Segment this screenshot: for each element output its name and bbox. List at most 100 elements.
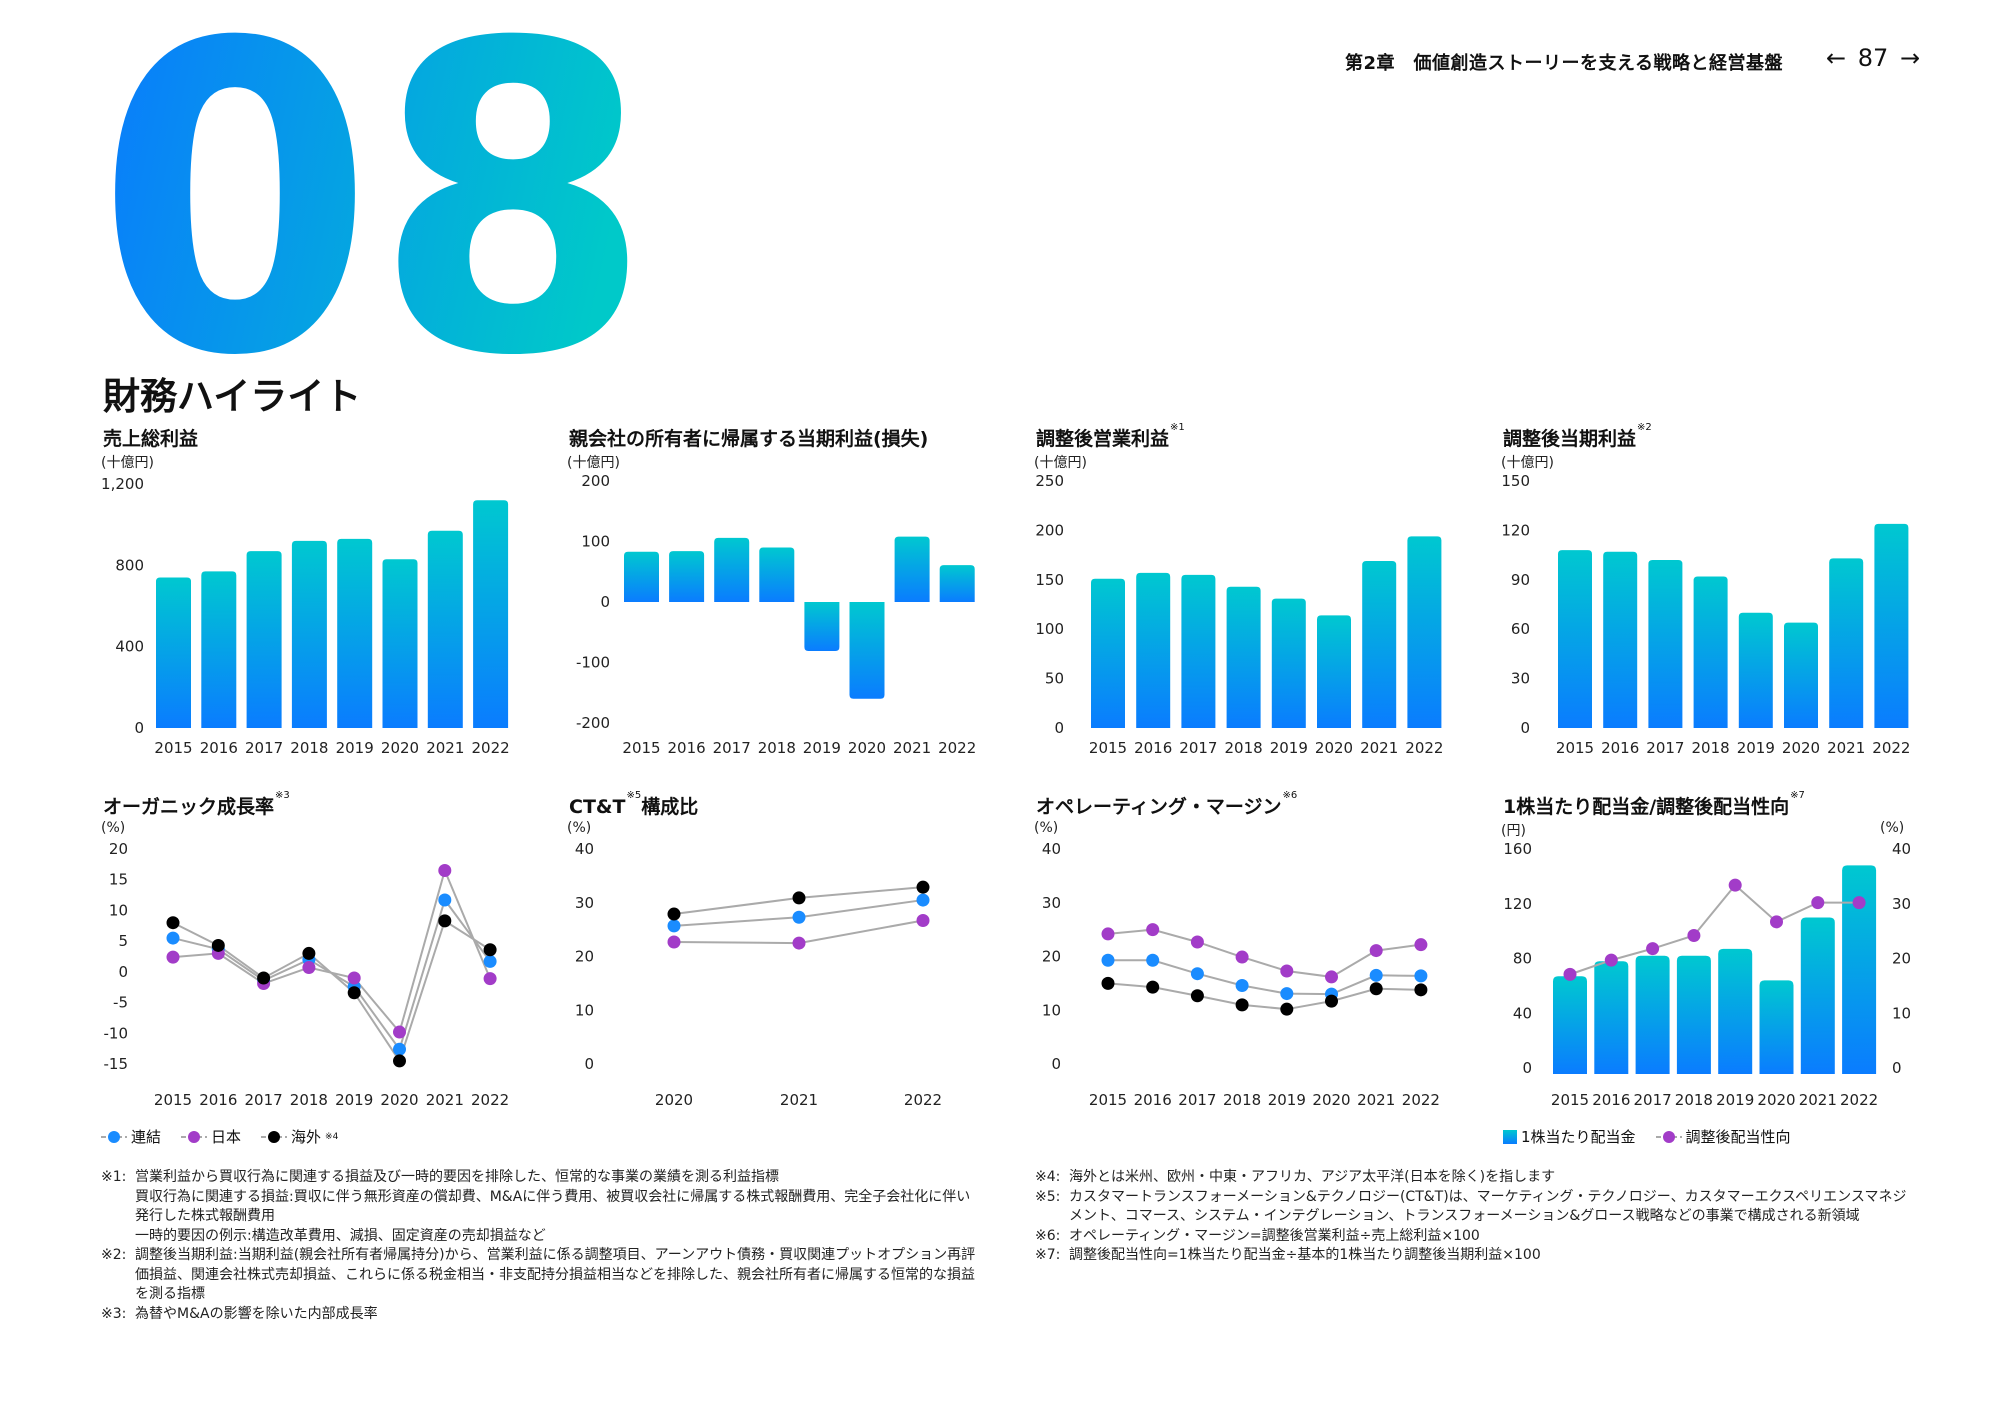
x-tick-label: 2016 — [199, 1091, 237, 1109]
x-tick-label: 2016 — [1601, 739, 1639, 757]
footnote-key: ※1: — [101, 1169, 127, 1185]
bar-2015 — [1553, 976, 1587, 1074]
footnote-line: 営業利益から買収行為に関連する損益及び一時的要因を排除した、恒常的な事業の業績を… — [135, 1169, 779, 1185]
bar-2017 — [1635, 955, 1670, 1074]
y-tick-label: 40 — [1513, 1004, 1532, 1022]
x-tick-label: 2022 — [904, 1091, 942, 1109]
x-tick-label: 2016 — [1592, 1091, 1630, 1109]
bar-2017 — [1181, 574, 1216, 728]
bar-2021 — [427, 530, 463, 728]
chart-title-operating-margin: オペレーティング・マージン※6 — [1036, 790, 1297, 819]
x-tick-label: 2015 — [1556, 739, 1594, 757]
data-point — [393, 1042, 406, 1056]
y-tick-label: 0 — [134, 719, 144, 737]
x-tick-label: 2021 — [780, 1091, 818, 1109]
chapter-heading: 第2章 価値創造ストーリーを支える戦略と経営基盤 — [1345, 53, 1783, 74]
data-point — [1101, 953, 1115, 967]
chart-unit: (%) — [101, 820, 126, 836]
y-tick-label: 120 — [1501, 521, 1530, 539]
x-tick-label: 2017 — [1634, 1091, 1672, 1109]
x-tick-label: 2022 — [1840, 1091, 1878, 1109]
y-tick-label-right: 0 — [1892, 1059, 1902, 1077]
x-tick-label: 2021 — [1360, 739, 1398, 757]
bar-2017 — [1648, 560, 1683, 728]
x-tick-label: 2022 — [1402, 1091, 1440, 1109]
footnote-5: ※5: カスタマートランスフォーメーション&テクノロジー(CT&T)は、マーケテ… — [1035, 1188, 1915, 1227]
footnote-ref: ※4 — [325, 1131, 339, 1142]
x-tick-label: 2018 — [1225, 739, 1263, 757]
y-tick-label: -10 — [104, 1024, 129, 1042]
y-tick-label-right: 40 — [1892, 840, 1911, 858]
page-title: 財務ハイライト — [103, 375, 362, 418]
data-point — [1414, 983, 1428, 997]
footnote-text: 為替やM&Aの影響を除いた内部成長率 — [135, 1305, 378, 1322]
data-point — [302, 961, 316, 975]
footnote-key: ※2: — [101, 1247, 127, 1263]
bar-2020 — [1759, 980, 1794, 1074]
y-tick-label: 250 — [1035, 472, 1064, 490]
bar-2021 — [1829, 558, 1864, 728]
chart-unit: (十億円) — [101, 455, 154, 471]
data-point — [211, 938, 225, 952]
data-point — [1604, 953, 1618, 967]
bar-2022 — [1842, 865, 1877, 1074]
data-point — [1563, 967, 1577, 981]
page-navigation: ← 87 → — [1826, 44, 1920, 72]
y-tick-label: 120 — [1503, 895, 1532, 913]
bar-2017 — [246, 551, 282, 728]
y-tick-label: 200 — [581, 472, 610, 490]
x-tick-label: 2019 — [803, 739, 841, 757]
legend-organic: 連結 日本 海外 ※4 — [101, 1126, 338, 1147]
footnote-2: ※2: 調整後当期利益:当期利益(親会社所有者帰属持分)から、営業利益に係る調整… — [101, 1246, 981, 1305]
bar-2021 — [1800, 917, 1835, 1074]
y-tick-label: 1,200 — [101, 475, 144, 493]
data-point — [1280, 987, 1294, 1001]
y-tick-label: 100 — [1035, 620, 1064, 638]
x-tick-label: 2021 — [1799, 1091, 1837, 1109]
y-tick-label: 60 — [1511, 620, 1530, 638]
footnote-text: 海外とは米州、欧州・中東・アフリカ、アジア太平洋(日本を除く)を指します — [1069, 1169, 1556, 1185]
chart-unit: (十億円) — [567, 455, 620, 471]
bar-2019 — [1271, 598, 1306, 728]
arrow-right-icon[interactable]: → — [1899, 44, 1921, 72]
footnote-3: ※3: 為替やM&Aの影響を除いた内部成長率 — [101, 1305, 981, 1325]
data-point — [438, 893, 452, 907]
y-tick-label: 10 — [575, 1001, 594, 1019]
x-tick-label: 2015 — [154, 1091, 192, 1109]
footnotes-left: ※1: 営業利益から買収行為に関連する損益及び一時的要因を排除した、恒常的な事業… — [101, 1168, 981, 1324]
data-point — [1728, 878, 1742, 892]
series-line — [1108, 959, 1421, 996]
y-tick-label: 0 — [600, 593, 610, 611]
data-point — [1280, 1002, 1294, 1016]
arrow-left-icon[interactable]: ← — [1826, 44, 1847, 72]
chart-title-text: 売上総利益 — [103, 428, 199, 450]
series-line — [1107, 928, 1422, 978]
data-point — [1414, 969, 1428, 983]
y-tick-label: 30 — [575, 894, 594, 912]
bar-2020 — [1784, 622, 1818, 728]
legend-marker-line — [1655, 1130, 1682, 1143]
bar-2015 — [624, 551, 659, 602]
y-tick-label: 10 — [109, 901, 128, 919]
x-tick-label: 2016 — [200, 739, 238, 757]
data-point — [1325, 994, 1338, 1008]
footnote-key: ※4: — [1035, 1169, 1061, 1185]
bar-2018 — [1676, 955, 1711, 1074]
data-point — [1146, 923, 1160, 937]
bar-2019 — [804, 602, 840, 652]
footnote-1: ※1: 営業利益から買収行為に関連する損益及び一時的要因を排除した、恒常的な事業… — [101, 1168, 981, 1246]
x-tick-label: 2020 — [380, 1091, 418, 1109]
y-tick-label-right: 30 — [1892, 895, 1911, 913]
bar-2019 — [337, 538, 373, 728]
page-number: 87 — [1857, 44, 1889, 72]
chart-title-adjusted-operating-profit: 調整後営業利益※1 — [1036, 422, 1185, 451]
data-point — [1190, 935, 1204, 949]
bar-2019 — [1738, 612, 1773, 728]
x-tick-label: 2021 — [426, 1091, 464, 1109]
x-tick-label: 2017 — [713, 739, 751, 757]
y-tick-label: 200 — [1035, 521, 1064, 539]
legend-dividend: 1株当たり配当金 調整後配当性向 — [1503, 1126, 1791, 1147]
footnotes-right: ※4: 海外とは米州、欧州・中東・アフリカ、アジア太平洋(日本を除く)を指します… — [1035, 1168, 1915, 1266]
bar-2018 — [1226, 586, 1261, 728]
x-tick-label: 2018 — [1675, 1091, 1713, 1109]
